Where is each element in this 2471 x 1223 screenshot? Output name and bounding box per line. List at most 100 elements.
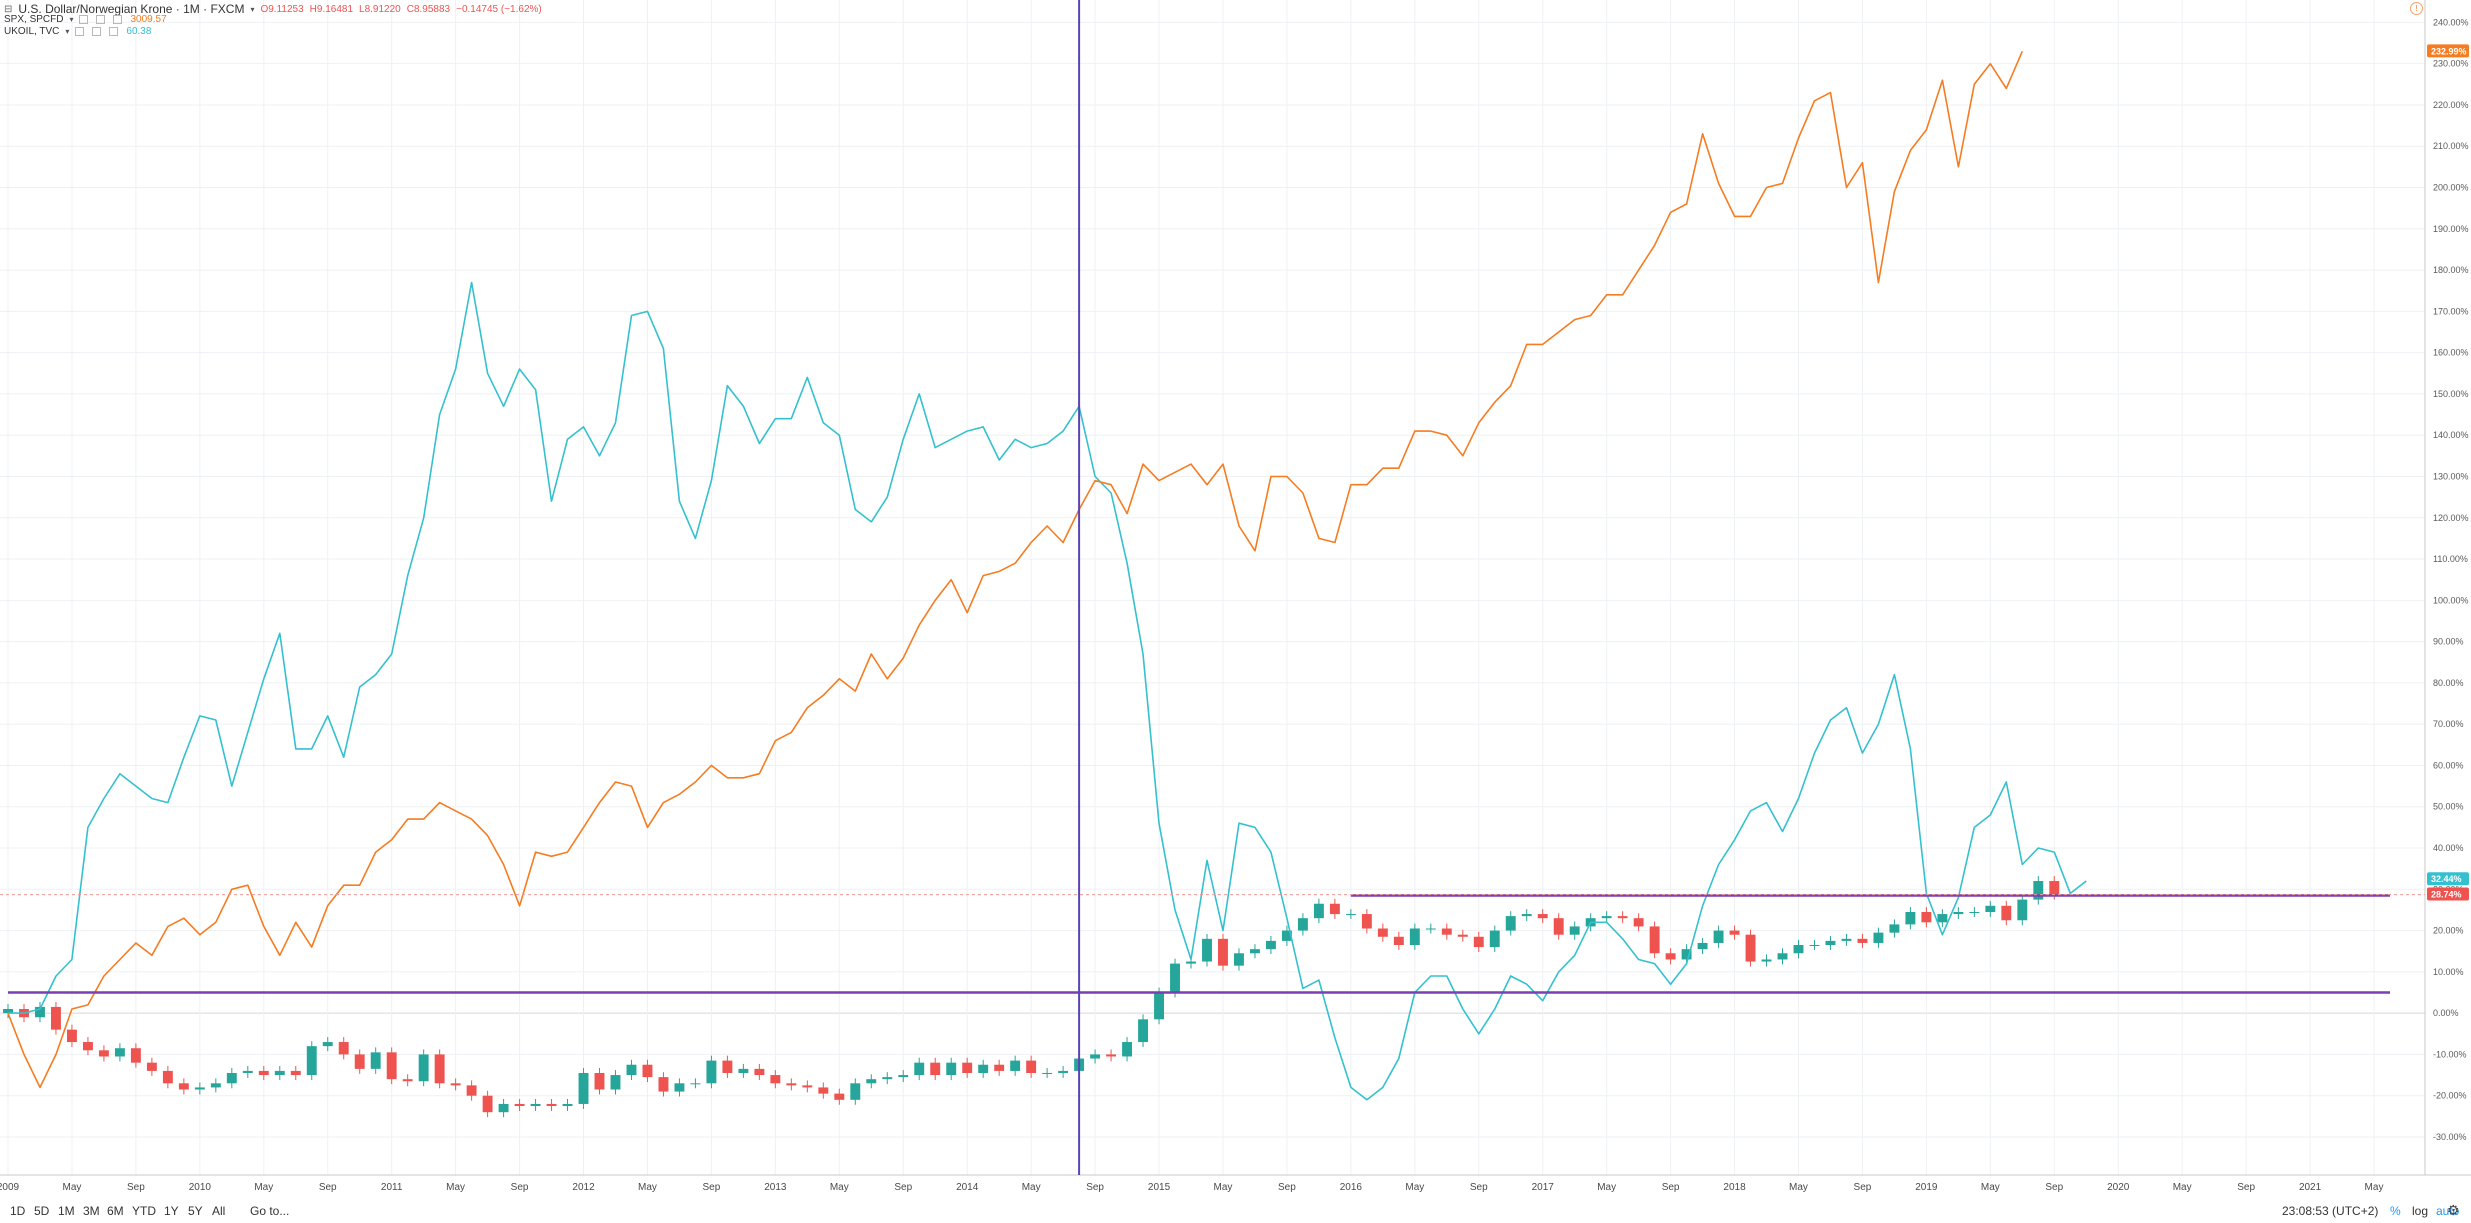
y-tick-label: 190.00% [2433,224,2469,234]
range-1y[interactable]: 1Y [164,1204,179,1218]
y-tick-label: -20.00% [2433,1091,2467,1101]
candle-body [1985,905,1996,912]
candle-body [162,1070,173,1084]
range-3m[interactable]: 3M [83,1204,100,1218]
trend-lines[interactable] [0,894,2425,994]
range-ytd[interactable]: YTD [132,1204,156,1218]
candle-body [82,1042,93,1051]
x-tick-label: 2011 [381,1182,403,1193]
y-tick-label: 40.00% [2433,843,2464,853]
log-toggle[interactable]: log [2412,1204,2429,1218]
percent-toggle[interactable]: % [2390,1204,2401,1218]
candle-body [1809,945,1820,947]
x-tick-label: Sep [2045,1182,2063,1193]
close-icon[interactable] [109,27,119,36]
candle-body [978,1064,989,1073]
candle-body [338,1042,349,1055]
y-tick-label: 220.00% [2433,100,2469,110]
x-axis: 2009 May Sep 2010 May Sep 2011 May Sep 2012 May Sep… [0,1174,2471,1193]
candle-body [642,1064,653,1078]
x-tick-label: Sep [1086,1182,1104,1193]
y-tick-label: 50.00% [2433,802,2464,812]
y-tick-label: 170.00% [2433,306,2469,316]
x-tick-label: Sep [2237,1182,2255,1193]
range-all[interactable]: All [212,1204,226,1218]
candle-body [1090,1054,1101,1059]
auto-toggle[interactable]: auto [2436,1204,2460,1218]
candle-body [258,1070,269,1076]
ohlc-close: C8.95883 [406,3,451,15]
candle-body [1633,918,1644,927]
chevron-down-icon[interactable]: ▾ [250,4,255,14]
candle-body [1249,949,1260,954]
symbol-title[interactable]: U.S. Dollar/Norwegian Krone · 1M · FXCM [18,2,245,16]
chevron-down-icon[interactable]: ▾ [69,15,74,24]
candle-body [1010,1060,1021,1071]
legend-ukoil-label[interactable]: UKOIL, TVC [4,26,60,37]
x-tick-label: 2018 [1723,1182,1746,1193]
gear-icon[interactable]: ⚙ [2447,1202,2460,1218]
candle-body [434,1054,445,1084]
ukoil-line [8,281,2087,1101]
candle-body [562,1103,573,1107]
candle-body [242,1070,253,1073]
x-tick-label: Sep [511,1182,529,1193]
candle-body [1026,1060,1037,1073]
goto-button[interactable]: Go to... [250,1204,290,1218]
candle-body [1281,930,1292,941]
candle-body [1441,928,1452,935]
close-icon[interactable] [113,15,123,24]
candle-body [2017,899,2028,921]
candle-body [1921,911,1932,923]
candle-body [834,1093,845,1100]
range-5y[interactable]: 5Y [188,1204,203,1218]
settings-icon[interactable] [96,15,106,24]
y-tick-label: 110.00% [2433,554,2468,564]
candle-body [306,1046,317,1076]
y-tick-label: 20.00% [2433,926,2464,936]
candle-body [1377,928,1388,937]
range-1d[interactable]: 1D [10,1204,26,1218]
range-6m[interactable]: 6M [107,1204,124,1218]
collapse-icon[interactable]: ⊟ [4,3,13,15]
x-tick-label: 2013 [764,1182,787,1193]
candle-body [1937,914,1948,923]
range-1m[interactable]: 1M [58,1204,75,1218]
y-tick-label: 0.00% [2433,1008,2459,1018]
candle-body [146,1062,157,1071]
clock[interactable]: 23:08:53 (UTC+2) [2282,1204,2379,1218]
candle-body [1905,911,1916,925]
x-tick-label: 2016 [1340,1182,1363,1193]
eye-icon[interactable] [75,27,85,36]
spx-line [7,50,2024,1089]
x-tick-label: May [446,1182,465,1193]
candle-body [1473,936,1484,948]
candle-body [1681,949,1692,960]
y-axis: -30.00%-20.00%-10.00%0.00%10.00%20.00%30… [2424,0,2469,1175]
y-tick-label: 150.00% [2433,389,2469,399]
settings-icon[interactable] [92,27,102,36]
candle-body [66,1029,77,1043]
candle-body [1297,918,1308,931]
legend-spx-label[interactable]: SPX, SPCFD [4,14,64,25]
candle-body [482,1095,493,1113]
candle-body [1042,1072,1053,1074]
range-5d[interactable]: 5D [34,1204,50,1218]
info-icon[interactable]: ! [2410,2,2423,15]
candle-body [450,1083,461,1086]
x-tick-label: Sep [1854,1182,1872,1193]
price-label-text: 32.44% [2431,874,2462,884]
candle-body [1729,930,1740,935]
x-tick-label: May [638,1182,657,1193]
candle-body [546,1103,557,1107]
candle-body [322,1042,333,1047]
candle-body [898,1075,909,1078]
chevron-down-icon[interactable]: ▾ [65,27,70,36]
comparison-series [7,50,2087,1101]
candle-body [1873,932,1884,943]
candle-body [1537,914,1548,919]
candle-body [3,1009,13,1014]
legend-ukoil: UKOIL, TVC ▾ 60.38 [4,26,151,37]
eye-icon[interactable] [79,15,89,24]
